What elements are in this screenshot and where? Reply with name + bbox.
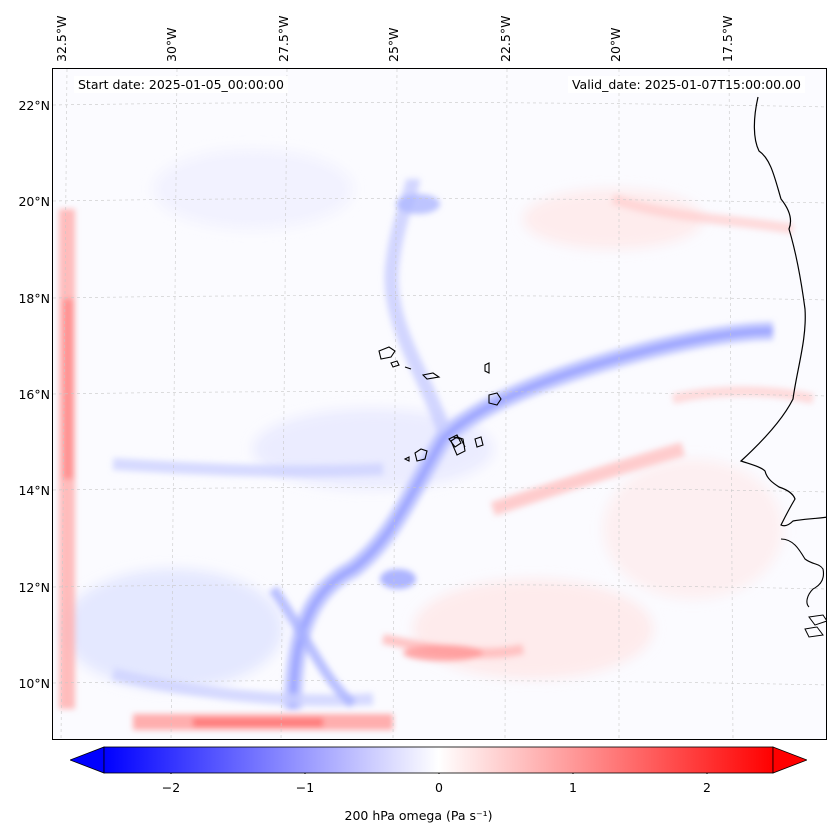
lon-label-30w: 30°W [164,27,179,62]
colorbar-tick-2: 2 [703,780,711,795]
omega-shading-broad [63,149,783,689]
coast-guinea [780,538,825,608]
cape-verde-islands [378,346,502,462]
colorbar-extend-min [70,746,105,774]
colorbar-tick-minus2: −2 [161,780,181,795]
omega-field-map [53,69,826,739]
map-panel [52,68,827,740]
lon-label-17-5w: 17.5°W [720,15,735,62]
lat-label-16n: 16°N [18,387,50,402]
lon-label-22-5w: 22.5°W [498,15,513,62]
lat-label-10n: 10°N [18,676,50,691]
colorbar-tick-minus1: −1 [295,780,315,795]
colorbar-ticks [170,773,708,774]
lon-label-20w: 20°W [608,27,623,62]
lat-label-20n: 20°N [18,194,50,209]
colorbar-extend-max [772,746,807,774]
lat-label-12n: 12°N [18,580,50,595]
graticule [53,69,826,739]
start-date-label: Start date: 2025-01-05_00:00:00 [74,76,288,93]
colorbar [70,746,807,774]
lat-label-18n: 18°N [18,291,50,306]
colorbar-gradient [103,746,774,774]
lat-label-22n: 22°N [18,98,50,113]
lat-label-14n: 14°N [18,483,50,498]
omega-shading-bands [59,178,815,730]
lon-label-27-5w: 27.5°W [276,15,291,62]
colorbar-tick-1: 1 [569,780,577,795]
lon-label-32-5w: 32.5°W [54,15,69,62]
african-coastline [739,96,826,527]
lon-label-25w: 25°W [386,27,401,62]
valid-date-label: Valid_date: 2025-01-07T15:00:00.00 [567,76,805,93]
bijagos-islands [804,614,826,638]
colorbar-label: 200 hPa omega (Pa s⁻¹) [344,808,493,823]
colorbar-tick-0: 0 [435,780,443,795]
